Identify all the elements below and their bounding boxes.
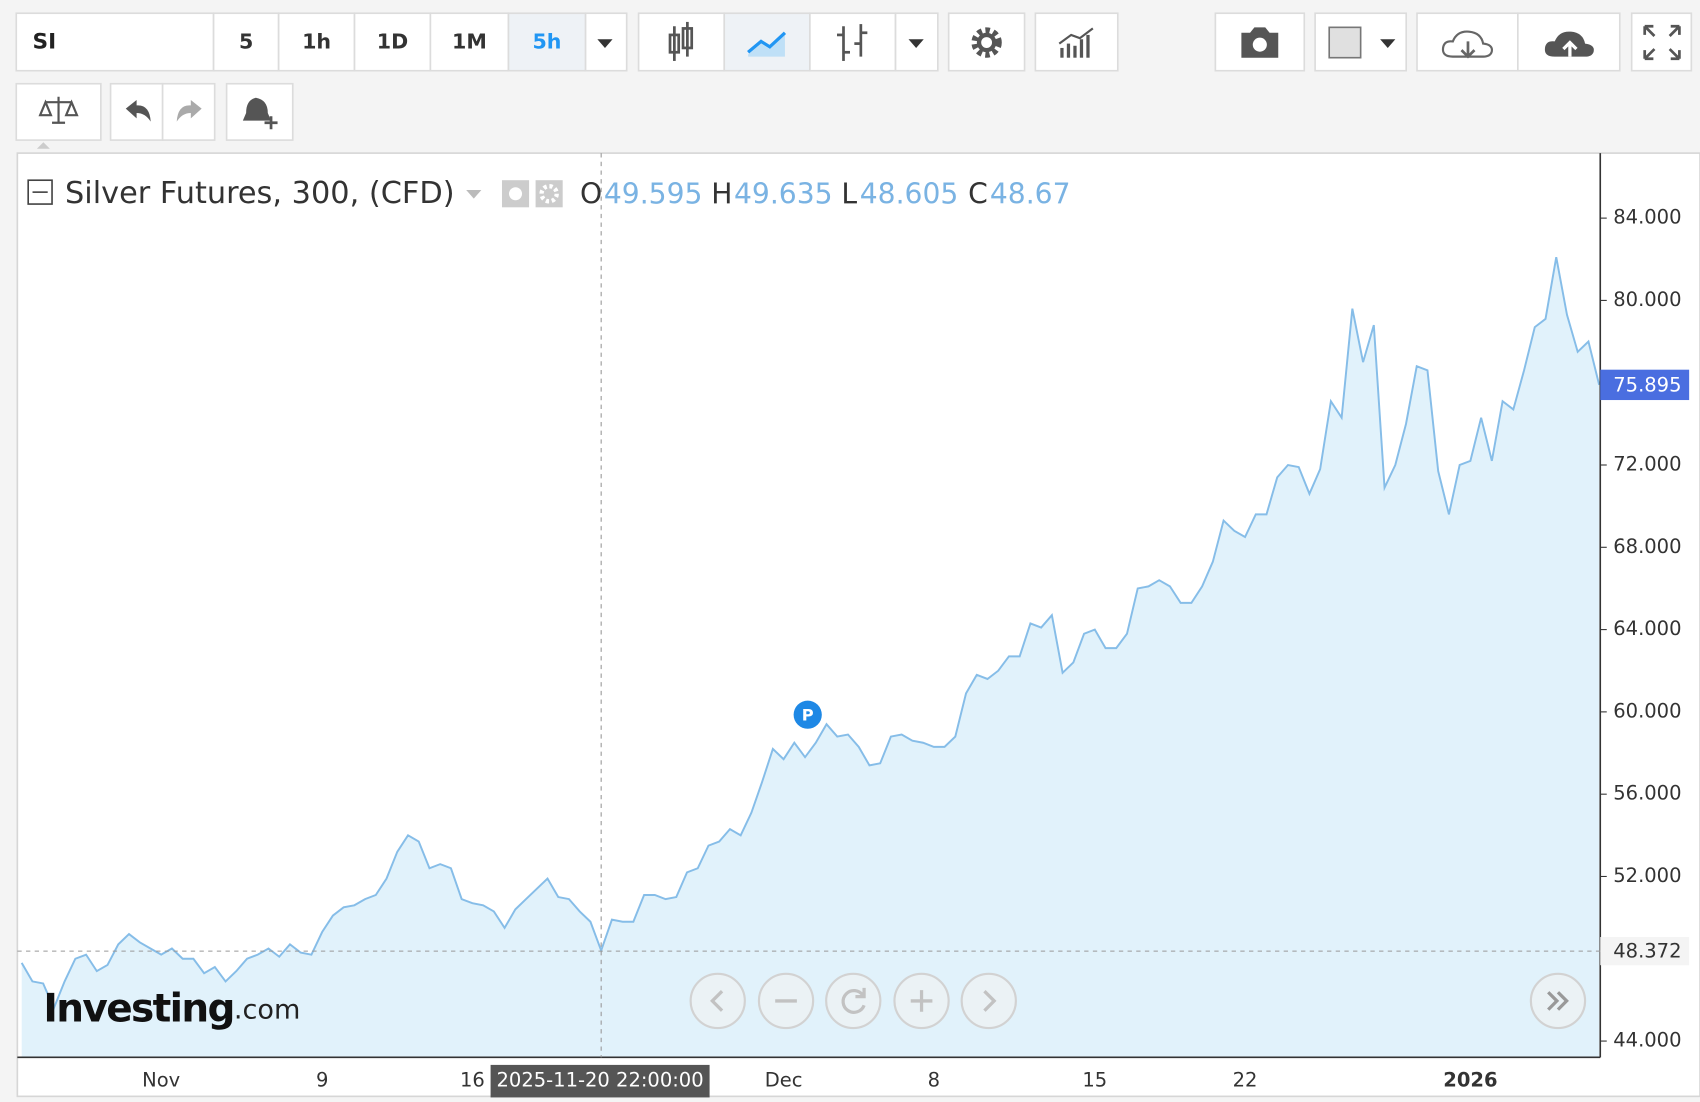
scroll-right-icon	[983, 990, 997, 1012]
ohlc-label: C	[968, 177, 988, 210]
area-fill	[21, 257, 1600, 1058]
y-tick-label: 84.000	[1613, 206, 1681, 229]
ohlc-label: L	[841, 177, 857, 210]
bell-icon	[242, 97, 272, 121]
candles-icon	[668, 21, 694, 61]
x-tick-label: 9	[316, 1069, 328, 1092]
line-icon-fill	[748, 34, 785, 57]
fullscreen-icon	[1643, 24, 1681, 61]
y-tick-label: 60.000	[1613, 699, 1681, 722]
x-tick-label: 15	[1082, 1069, 1107, 1092]
settings-button[interactable]	[947, 12, 1026, 72]
line-icon	[747, 31, 787, 54]
candles-button[interactable]	[637, 12, 726, 72]
symbol: SI	[33, 30, 57, 55]
interval-label: 1h	[302, 30, 331, 54]
interval-label: 1M	[452, 30, 487, 54]
reset[interactable]	[825, 972, 882, 1030]
settings-icon	[971, 27, 1002, 58]
scroll-left-icon	[710, 990, 724, 1012]
plot-area	[20, 257, 1601, 1058]
y-tick-label: 72.000	[1613, 453, 1681, 476]
undo-icon	[125, 99, 151, 122]
indicators-icon	[1058, 27, 1094, 58]
toolbar: SI 5 1h 1D 1M 5h	[15, 12, 1693, 72]
scroll-right[interactable]	[960, 972, 1017, 1030]
ohlc-value: 49.595	[604, 177, 703, 210]
scroll-left[interactable]	[689, 972, 746, 1030]
symbol-box[interactable]	[15, 12, 215, 72]
last-value-box	[1600, 369, 1690, 401]
interval-button[interactable]	[212, 12, 280, 72]
scroll-to-end-icon	[1547, 991, 1569, 1011]
series-settings-icon	[539, 184, 559, 204]
logo: Investing.com	[43, 986, 300, 1031]
upload-arrow	[1562, 40, 1578, 57]
interval-button[interactable]	[429, 12, 510, 72]
indicators-button[interactable]	[1034, 12, 1119, 72]
redo-icon	[176, 99, 202, 122]
last-value-label: 75.895	[1613, 373, 1681, 396]
x-tick-label: Nov	[142, 1069, 180, 1092]
plus-icon	[264, 116, 278, 130]
logo-suffix: .com	[234, 994, 300, 1025]
interval-button[interactable]	[507, 12, 587, 72]
price-line	[20, 257, 1601, 1011]
x-tick-label: 2026	[1443, 1069, 1497, 1092]
y-tick-label: 44.000	[1613, 1029, 1681, 1052]
settings-icon-core	[976, 32, 997, 53]
x-tick-label: Dec	[765, 1069, 803, 1092]
crosshair-y-label: 48.372	[1613, 940, 1681, 963]
interval-button[interactable]	[353, 12, 432, 72]
crosshair-y-box	[1600, 937, 1690, 966]
bars-icon	[836, 24, 868, 61]
dropdown-arrow	[597, 39, 613, 48]
fullscreen-button[interactable]	[1630, 12, 1693, 72]
visibility-icon	[509, 187, 523, 201]
y-tick-label: 52.000	[1613, 864, 1681, 887]
y-tick-label: 56.000	[1613, 782, 1681, 805]
collapse-arrow	[36, 142, 50, 149]
download-arrow	[1460, 41, 1476, 59]
ohlc-value: 48.605	[860, 177, 959, 210]
y-tick-label: 64.000	[1613, 617, 1681, 640]
reset-icon	[841, 987, 866, 1014]
ohlc-value: 48.67	[990, 177, 1071, 210]
legend: Silver Futures, 300, (CFD) O 49.595 H 49.63…	[27, 176, 1071, 211]
x-tick-label: 22	[1233, 1069, 1258, 1092]
zoom-controls	[689, 972, 1587, 1030]
x-tick-label: 16	[460, 1069, 485, 1092]
camera-lens	[1252, 37, 1267, 52]
crosshair-x-box	[490, 1064, 710, 1098]
interval-label: 1D	[377, 30, 408, 54]
y-tick-label: 80.000	[1613, 288, 1681, 311]
color-swatch	[1328, 26, 1362, 59]
interval-label: 5h	[532, 30, 561, 54]
dropdown-arrow	[908, 39, 924, 48]
bars-button[interactable]	[809, 12, 897, 72]
logo-name: Investing	[43, 986, 234, 1031]
interval-button[interactable]	[277, 12, 356, 72]
event-marker-label: P	[802, 705, 814, 724]
line-button[interactable]	[723, 12, 811, 72]
scale-icon	[38, 96, 79, 124]
title-dropdown	[466, 189, 482, 199]
y-tick-label: 68.000	[1613, 535, 1681, 558]
crosshair-x-label: 2025-11-20 22:00:00	[497, 1069, 704, 1092]
chart-title: Silver Futures, 300, (CFD)	[65, 176, 455, 211]
zoom-in-icon	[910, 990, 933, 1012]
ohlc-label: H	[711, 177, 732, 210]
ohlc-label: O	[580, 177, 602, 210]
ohlc-value: 49.635	[734, 177, 833, 210]
dropdown-arrow	[1380, 39, 1396, 48]
toolbar-secondary	[15, 82, 294, 149]
event-marker	[793, 700, 822, 729]
interval-label: 5	[239, 30, 253, 54]
x-tick-label: 8	[928, 1069, 940, 1092]
cloud-download-icon	[1441, 30, 1494, 58]
